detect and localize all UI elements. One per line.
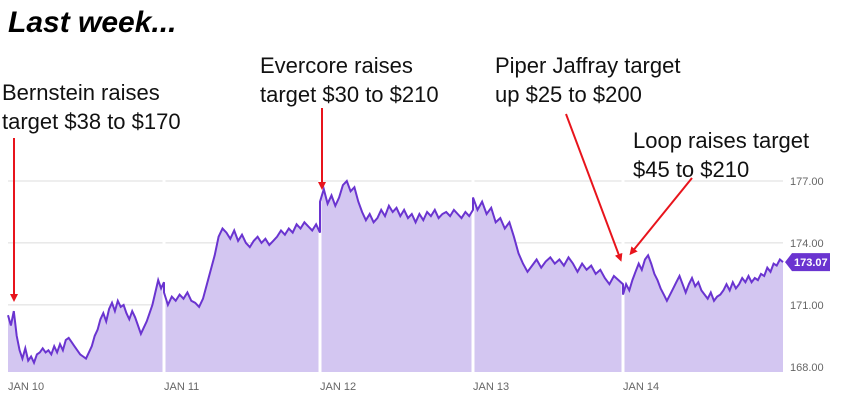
- x-tick-label: JAN 14: [623, 381, 659, 393]
- annotation-piper-jaffray: Piper Jaffray target up $25 to $200: [495, 53, 681, 107]
- y-tick-label: 171.00: [790, 300, 824, 312]
- session-gaps: [162, 150, 625, 372]
- annotation-evercore: Evercore raises target $30 to $210: [260, 53, 439, 107]
- annotation-loop: Loop raises target $45 to $210: [633, 128, 810, 182]
- annotation-arrows: [10, 108, 693, 302]
- current-price-badge: 173.07: [785, 253, 830, 272]
- chart-title: Last week...: [8, 6, 177, 39]
- y-tick-label: 168.00: [790, 362, 824, 374]
- y-tick-label: 177.00: [790, 176, 824, 188]
- x-tick-label: JAN 11: [164, 381, 199, 393]
- annotation-bernstein: Bernstein raises target $38 to $170: [2, 80, 181, 134]
- x-tick-label: JAN 13: [473, 381, 509, 393]
- annotation-arrow: [565, 113, 623, 262]
- annotation-arrow: [629, 177, 693, 256]
- y-tick-label: 174.00: [790, 238, 824, 250]
- price-line: [7, 179, 784, 366]
- x-tick-label: JAN 10: [8, 381, 44, 393]
- x-tick-label: JAN 12: [320, 381, 356, 393]
- axis-ticks: 168.00 171.00 174.00 177.00 JAN 10 JAN 11 JAN …: [8, 176, 824, 393]
- current-price-label: 173.07: [794, 257, 828, 269]
- price-area-fill: [8, 181, 783, 372]
- current-price-badge-shape: [785, 253, 830, 272]
